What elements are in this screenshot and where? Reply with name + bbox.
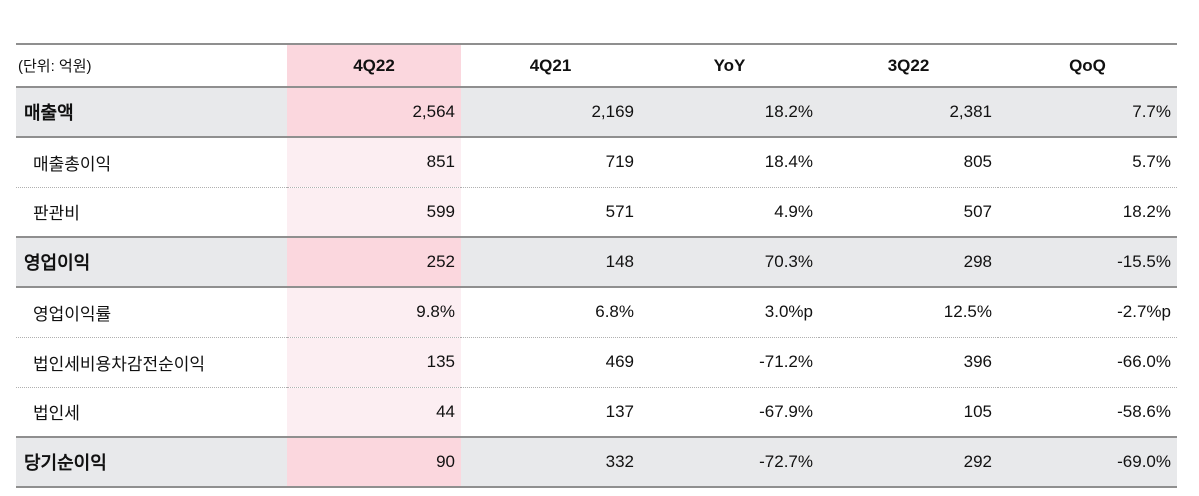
cell-4q21: 719 bbox=[605, 152, 634, 172]
row-label: 법인세비용차감전순이익 bbox=[33, 354, 206, 374]
cell-qoq: 18.2% bbox=[1122, 201, 1171, 221]
cell-qoq: -58.6% bbox=[1117, 401, 1171, 421]
cell-4q21: 6.8% bbox=[595, 302, 634, 322]
cell-4q22: 599 bbox=[287, 187, 461, 237]
table-header: (단위: 억원) 4Q22 4Q21 YoY 3Q22 QoQ bbox=[16, 44, 1177, 87]
cell-4q21: 137 bbox=[605, 401, 634, 421]
cell-qoq: -15.5% bbox=[998, 237, 1177, 287]
cell-3q22: 507 bbox=[963, 201, 992, 221]
table-row-gross-profit: 매출총이익 851 719 18.4% 805 5.7% bbox=[16, 137, 1177, 187]
table-body: 매출액 2,564 2,169 18.2% 2,381 7.7% 매출총이익 8… bbox=[16, 87, 1177, 487]
cell-yoy: 3.0%p bbox=[764, 302, 813, 322]
table-row-income-tax: 법인세 44 137 -67.9% 105 -58.6% bbox=[16, 387, 1177, 437]
cell-qoq: 7.7% bbox=[998, 87, 1177, 137]
row-label: 매출총이익 bbox=[33, 154, 112, 174]
cell-yoy: 70.3% bbox=[640, 237, 819, 287]
column-header-4q22: 4Q22 bbox=[287, 44, 461, 87]
cell-4q21: 469 bbox=[605, 352, 634, 371]
header-row: (단위: 억원) 4Q22 4Q21 YoY 3Q22 QoQ bbox=[16, 44, 1177, 87]
table-row-net-profit: 당기순이익 90 332 -72.7% 292 -69.0% bbox=[16, 437, 1177, 487]
cell-4q22: 9.8% bbox=[287, 287, 461, 337]
quarterly-results-table: (단위: 억원) 4Q22 4Q21 YoY 3Q22 QoQ 매출액 2,56… bbox=[16, 43, 1177, 488]
cell-3q22: 105 bbox=[963, 401, 992, 421]
cell-qoq: -66.0% bbox=[1117, 352, 1171, 371]
cell-qoq: -2.7%p bbox=[1117, 302, 1171, 322]
table-row-pretax-profit: 법인세비용차감전순이익 135 469 -71.2% 396 -66.0% bbox=[16, 337, 1177, 387]
cell-4q21: 148 bbox=[461, 237, 640, 287]
cell-yoy: -67.9% bbox=[759, 401, 813, 421]
cell-3q22: 292 bbox=[819, 437, 998, 487]
cell-3q22: 298 bbox=[819, 237, 998, 287]
cell-4q22: 2,564 bbox=[287, 87, 461, 137]
cell-4q22: 252 bbox=[287, 237, 461, 287]
cell-yoy: -71.2% bbox=[759, 352, 813, 371]
cell-4q21: 2,169 bbox=[461, 87, 640, 137]
cell-4q22: 44 bbox=[287, 387, 461, 437]
row-label: 영업이익 bbox=[16, 237, 287, 287]
table-row-sga: 판관비 599 571 4.9% 507 18.2% bbox=[16, 187, 1177, 237]
column-header-3q22: 3Q22 bbox=[887, 55, 930, 75]
cell-4q22: 90 bbox=[287, 437, 461, 487]
table-row-operating-margin: 영업이익률 9.8% 6.8% 3.0%p 12.5% -2.7%p bbox=[16, 287, 1177, 337]
cell-4q21: 332 bbox=[461, 437, 640, 487]
row-label: 영업이익률 bbox=[33, 304, 112, 324]
row-label: 매출액 bbox=[16, 87, 287, 137]
column-header-yoy: YoY bbox=[713, 55, 746, 75]
cell-3q22: 396 bbox=[963, 352, 992, 371]
cell-yoy: -72.7% bbox=[640, 437, 819, 487]
row-label: 판관비 bbox=[33, 204, 80, 224]
cell-3q22: 12.5% bbox=[943, 302, 992, 322]
column-header-4q21: 4Q21 bbox=[529, 55, 572, 75]
row-label: 당기순이익 bbox=[16, 437, 287, 487]
cell-yoy: 18.2% bbox=[640, 87, 819, 137]
cell-yoy: 4.9% bbox=[774, 201, 813, 221]
table-row-operating-profit: 영업이익 252 148 70.3% 298 -15.5% bbox=[16, 237, 1177, 287]
column-header-qoq: QoQ bbox=[1069, 55, 1106, 75]
cell-4q22: 851 bbox=[287, 137, 461, 187]
table-row-revenue: 매출액 2,564 2,169 18.2% 2,381 7.7% bbox=[16, 87, 1177, 137]
cell-4q21: 571 bbox=[605, 201, 634, 221]
cell-4q22: 135 bbox=[287, 337, 461, 387]
unit-label: (단위: 억원) bbox=[18, 58, 92, 75]
row-label: 법인세 bbox=[33, 404, 80, 424]
cell-3q22: 2,381 bbox=[819, 87, 998, 137]
cell-yoy: 18.4% bbox=[764, 152, 813, 172]
cell-qoq: 5.7% bbox=[1132, 152, 1171, 172]
cell-3q22: 805 bbox=[963, 152, 992, 172]
cell-qoq: -69.0% bbox=[998, 437, 1177, 487]
